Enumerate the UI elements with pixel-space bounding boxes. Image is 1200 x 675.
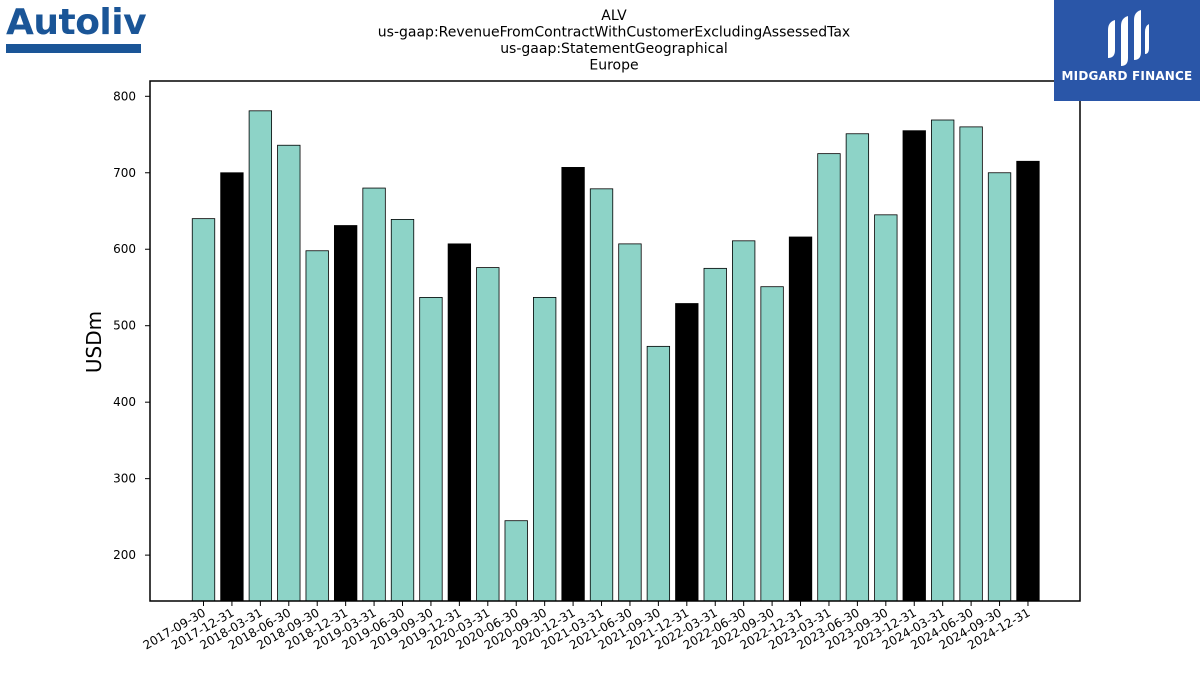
y-axis-label: USDm [82, 311, 106, 373]
bar-2019-06-30 [390, 219, 415, 602]
bar-2023-06-30 [845, 133, 870, 602]
bar-2018-06-30 [277, 144, 301, 602]
bar-2018-09-30 [305, 250, 329, 602]
bar-2022-12-31 [788, 236, 813, 602]
bar-2019-12-31 [447, 243, 472, 602]
midgard-logo-text: MIDGARD FINANCE [1061, 69, 1193, 83]
bar-2017-09-30 [191, 218, 216, 602]
bar-2023-09-30 [874, 214, 898, 602]
x-axis: 2017-09-302017-12-312018-03-312018-06-30… [141, 601, 1032, 652]
bar-2017-12-31 [220, 172, 244, 602]
bar-2023-12-31 [902, 130, 926, 602]
bar-2024-09-30 [987, 172, 1012, 602]
y-axis: 200 300 400 500 600 700 800 [113, 89, 150, 562]
bar-2020-03-31 [476, 267, 500, 602]
autoliv-logo-underline [6, 44, 141, 53]
bar-2022-03-31 [703, 267, 727, 602]
plot-frame [149, 80, 1081, 602]
bar-2020-12-31 [561, 167, 585, 602]
bar-2020-06-30 [504, 520, 528, 602]
bar-2019-09-30 [419, 297, 443, 602]
bar-2021-06-30 [618, 243, 642, 602]
chart-title-line: ALV [601, 8, 627, 24]
bar-2021-12-31 [675, 303, 699, 602]
chart-title: ALVus-gaap:RevenueFromContractWithCustom… [378, 8, 850, 74]
midgard-mark-icon [1108, 10, 1149, 66]
bar-2024-12-31 [1016, 160, 1040, 602]
bar-2024-06-30 [959, 126, 983, 602]
autoliv-logo: Autoliv [6, 2, 147, 53]
bar-2022-06-30 [732, 240, 756, 602]
y-tick-label: 700 [113, 166, 136, 180]
y-tick-label: 200 [113, 548, 136, 562]
bar-2018-03-31 [248, 110, 273, 602]
autoliv-logo-text: Autoliv [6, 2, 147, 43]
chart-title-line: Europe [589, 58, 638, 74]
chart-title-line: us-gaap:StatementGeographical [500, 41, 728, 57]
bar-2019-03-31 [362, 187, 386, 602]
y-tick-label: 300 [113, 472, 136, 486]
midgard-finance-logo: MIDGARD FINANCE [1054, 0, 1200, 101]
bar-2022-09-30 [760, 286, 784, 602]
y-tick-label: 500 [113, 319, 136, 333]
chart-title-line: us-gaap:RevenueFromContractWithCustomerE… [378, 25, 850, 41]
bar-2023-03-31 [817, 153, 841, 602]
bar-2018-12-31 [333, 225, 358, 602]
y-tick-label: 600 [113, 242, 136, 256]
bar-2024-03-31 [931, 119, 955, 602]
bar-2021-09-30 [646, 345, 671, 602]
bar-2021-03-31 [589, 188, 614, 602]
bar-2020-09-30 [533, 297, 557, 602]
y-tick-label: 800 [113, 89, 136, 103]
y-tick-label: 400 [113, 395, 136, 409]
bars [191, 110, 1040, 602]
